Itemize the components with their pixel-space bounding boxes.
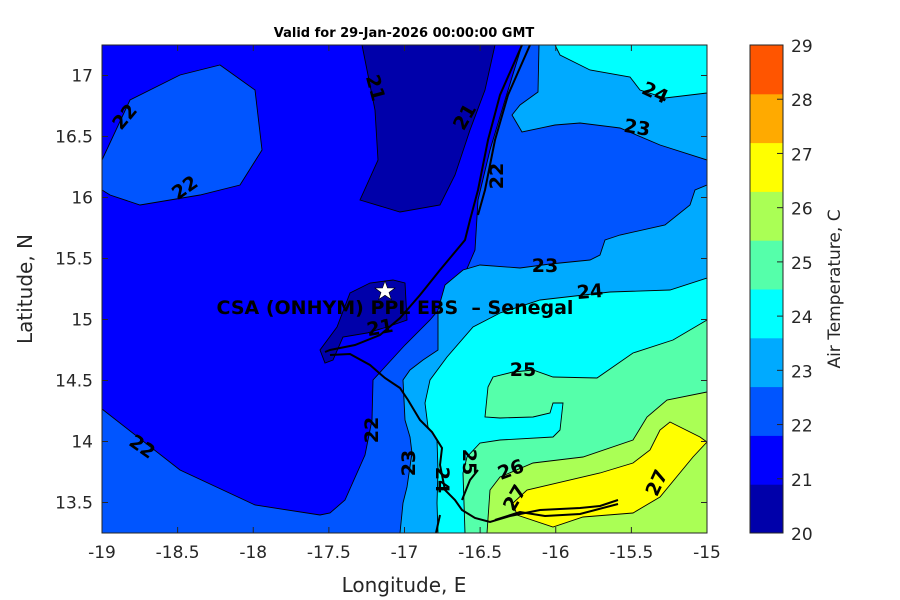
contour-label: 23 — [622, 115, 652, 141]
colorbar-band-26 — [750, 191, 783, 241]
colorbar-ticks: 20 21 22 23 24 25 26 27 28 29 — [777, 37, 813, 545]
y-tick-label: 14.5 — [55, 372, 93, 392]
contour-label: 25 — [510, 359, 536, 381]
contour-label: 23 — [532, 255, 558, 277]
y-tick-label: 14 — [71, 433, 93, 453]
y-axis-ticks: 13.5 14 14.5 15 15.5 16 16.5 17 — [55, 67, 707, 514]
band-22-23-island — [102, 64, 263, 206]
coastline — [324, 45, 619, 533]
site-star-marker — [374, 280, 396, 301]
contour-label: 22 — [486, 163, 508, 189]
x-tick-label: -15 — [693, 543, 721, 563]
band-20-21-north — [359, 45, 496, 213]
x-tick-label: -17 — [391, 543, 419, 563]
y-tick-label: 16 — [71, 189, 93, 209]
colorbar-band-21 — [750, 435, 783, 485]
contour-label: 24 — [576, 280, 604, 304]
x-axis-label: Longitude, E — [342, 573, 467, 597]
colorbar-tick-label: 25 — [791, 254, 813, 274]
colorbar-tick-label: 28 — [791, 91, 813, 111]
colorbar-band-22 — [750, 386, 783, 436]
colorbar-frame — [749, 44, 784, 534]
x-tick-label: -16.5 — [458, 543, 502, 563]
band-20-21-site — [319, 279, 408, 364]
colorbar-tick-label: 26 — [791, 200, 813, 220]
y-tick-label: 13.5 — [55, 494, 93, 514]
contour-label: 23 — [398, 450, 420, 476]
colorbar-tick-label: 21 — [791, 471, 813, 491]
colorbar-tick-label: 29 — [791, 37, 813, 57]
colorbar-tick-label: 23 — [791, 362, 813, 382]
colorbar-band-29 — [750, 45, 783, 95]
y-tick-label: 17 — [71, 67, 93, 87]
x-tick-label: -17.5 — [307, 543, 351, 563]
x-axis-ticks: -19 -18.5 -18 -17.5 -17 -16.5 -16 -15.5 -15 — [88, 45, 721, 563]
colorbar-band-27 — [750, 142, 783, 192]
x-tick-label: -18 — [239, 543, 267, 563]
colorbar-band-25 — [750, 240, 783, 290]
x-tick-label: -16 — [542, 543, 570, 563]
x-tick-label: -18.5 — [156, 543, 200, 563]
colorbar — [750, 45, 783, 534]
contour-label: 22 — [361, 417, 383, 443]
band-27-28 — [512, 421, 707, 528]
y-axis-label: Latitude, N — [13, 234, 37, 344]
band-24-25-north — [554, 45, 707, 99]
colorbar-label: Air Temperature, C — [825, 209, 845, 368]
site-label: CSA (ONHYM) PPL EBS – Senegal — [217, 297, 574, 319]
contour-label: 21 — [365, 315, 395, 341]
contour-label: 24 — [431, 467, 453, 493]
chart-title: Valid for 29-Jan-2026 00:00:00 GMT — [274, 26, 535, 41]
colorbar-band-24 — [750, 289, 783, 339]
colorbar-band-20 — [750, 484, 783, 534]
y-tick-label: 15.5 — [55, 250, 93, 270]
x-tick-label: -19 — [88, 543, 116, 563]
colorbar-band-28 — [750, 93, 783, 144]
colorbar-tick-label: 27 — [791, 145, 813, 165]
colorbar-band-23 — [750, 337, 783, 388]
contour-fill-layer: 22 22 21 21 22 24 23 23 24 21 25 22 22 2… — [102, 45, 707, 533]
y-tick-label: 15 — [71, 311, 93, 331]
colorbar-tick-label: 22 — [791, 417, 813, 437]
y-tick-label: 16.5 — [55, 128, 93, 148]
colorbar-tick-label: 24 — [791, 308, 813, 328]
x-tick-label: -15.5 — [609, 543, 653, 563]
colorbar-tick-label: 20 — [791, 525, 813, 545]
contour-label: 25 — [458, 449, 480, 475]
